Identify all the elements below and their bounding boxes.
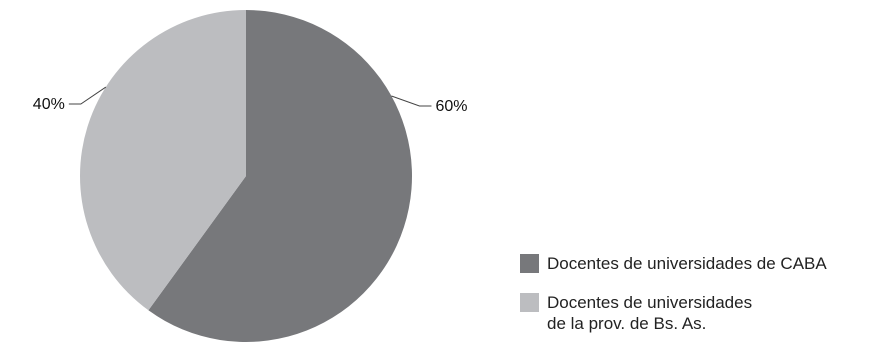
legend-item-caba: Docentes de universidades de CABA [520, 253, 870, 274]
leader-line-caba [391, 95, 432, 107]
slice-label-bs-as: 40% [33, 96, 65, 113]
legend-item-bs-as: Docentes de universidades de la prov. de… [520, 292, 870, 334]
legend-label-bs-as: Docentes de universidades de la prov. de… [547, 293, 753, 333]
legend-swatch-caba [520, 254, 539, 273]
pie-slice-caba [148, 10, 413, 343]
pie-slice-bs-as [80, 10, 246, 311]
slice-label-caba: 60% [435, 98, 467, 115]
legend-label-caba: Docentes de universidades de CABA [547, 254, 827, 273]
legend-swatch-bs-as [520, 293, 539, 312]
leader-line-bs-as [68, 86, 107, 105]
chart-legend: Docentes de universidades de CABA Docent… [520, 253, 870, 352]
